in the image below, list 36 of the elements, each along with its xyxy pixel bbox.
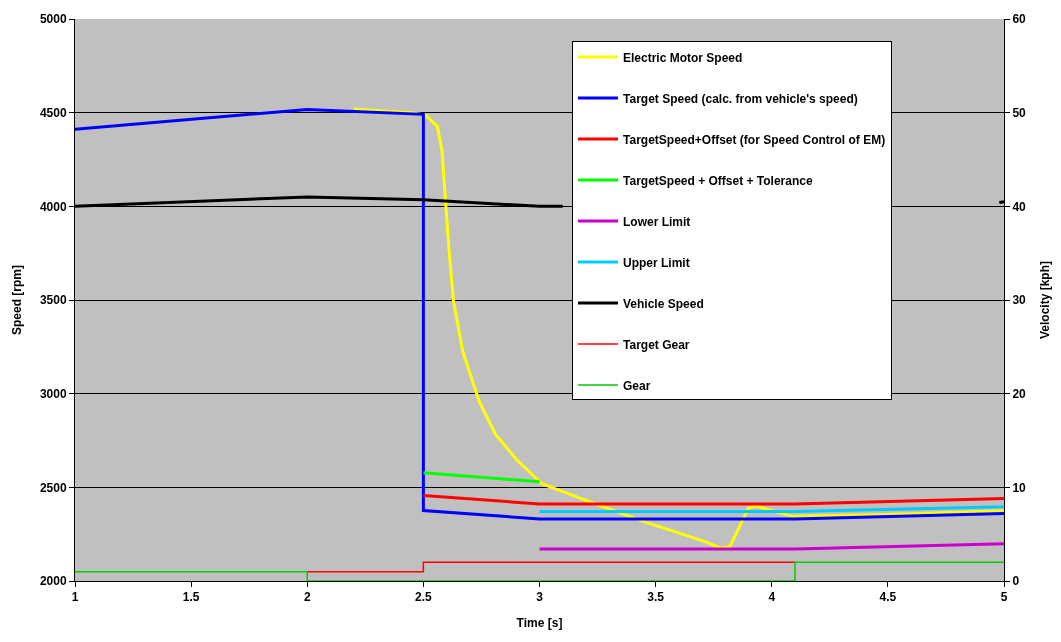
y-tick-label: 3500	[39, 293, 67, 308]
legend-label: Lower Limit	[623, 214, 691, 229]
x-tick-label: 1.5	[182, 590, 200, 605]
y-tick-label: 2000	[39, 574, 67, 589]
x-tick-label: 2.5	[415, 590, 433, 605]
y-tick-label: 4000	[39, 199, 67, 214]
legend-label: TargetSpeed + Offset + Tolerance	[623, 173, 813, 188]
legend-label: TargetSpeed+Offset (for Speed Control of EM)	[623, 132, 886, 147]
y2-tick-label: 0	[1012, 574, 1020, 589]
y2-axis-title: Velocity [kph]	[1037, 260, 1052, 340]
x-tick-label: 4.5	[879, 590, 897, 605]
x-axis-title: Time [s]	[516, 616, 563, 631]
x-tick-label: 3	[536, 590, 544, 605]
x-tick-label: 1	[71, 590, 79, 605]
legend-label: Electric Motor Speed	[623, 50, 743, 65]
legend-label: Target Speed (calc. from vehicle's speed)	[623, 91, 858, 106]
x-tick-label: 2	[303, 590, 311, 605]
x-tick-label: 3.5	[647, 590, 665, 605]
line-series	[352, 107, 1004, 550]
legend-label: Vehicle Speed	[623, 296, 704, 311]
y2-tick-label: 60	[1012, 12, 1027, 27]
y2-tick-label: 50	[1012, 105, 1027, 120]
x-tick-label: 4	[768, 590, 776, 605]
legend-label: Target Gear	[623, 337, 690, 352]
y-axis-title: Speed [rpm]	[10, 264, 25, 336]
x-tick-label: 5	[1000, 590, 1008, 605]
y2-tick-label: 20	[1012, 386, 1027, 401]
legend-label: Upper Limit	[623, 255, 690, 270]
y2-tick-label: 30	[1012, 293, 1027, 308]
y-tick-label: 4500	[39, 105, 67, 120]
legend-label: Gear	[623, 378, 651, 393]
y-tick-label: 3000	[39, 386, 67, 401]
y-tick-label: 5000	[39, 12, 67, 27]
y2-tick-label: 40	[1012, 199, 1027, 214]
y2-tick-label: 10	[1012, 480, 1027, 495]
y-tick-label: 2500	[39, 480, 67, 495]
